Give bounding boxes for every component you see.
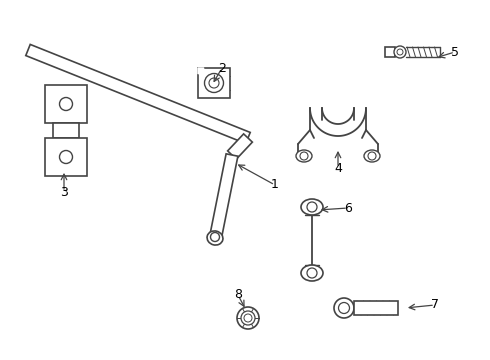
Polygon shape (228, 134, 252, 159)
Text: 5: 5 (451, 45, 459, 58)
Circle shape (368, 152, 376, 160)
Circle shape (307, 268, 317, 278)
Bar (385, 47, 395, 57)
Text: 6: 6 (344, 202, 352, 215)
Circle shape (244, 314, 252, 322)
Circle shape (241, 311, 255, 325)
Circle shape (307, 202, 317, 212)
Polygon shape (198, 68, 204, 74)
Circle shape (59, 150, 73, 163)
Polygon shape (209, 154, 238, 241)
Ellipse shape (296, 150, 312, 162)
Bar (354, 301, 398, 315)
Circle shape (339, 302, 349, 314)
Ellipse shape (301, 199, 323, 215)
Text: 7: 7 (431, 298, 439, 311)
Text: 3: 3 (60, 185, 68, 198)
Ellipse shape (207, 231, 223, 245)
Ellipse shape (301, 265, 323, 281)
Circle shape (211, 233, 220, 242)
Bar (45, 85, 87, 123)
Circle shape (394, 46, 406, 58)
Circle shape (334, 298, 354, 318)
Text: 1: 1 (271, 179, 279, 192)
Circle shape (59, 98, 73, 111)
Text: 2: 2 (218, 62, 226, 75)
Circle shape (397, 49, 403, 55)
Bar (45, 138, 87, 176)
Bar (53, 123, 79, 138)
Polygon shape (26, 44, 250, 144)
Text: 4: 4 (334, 162, 342, 175)
Circle shape (204, 73, 223, 93)
Circle shape (209, 78, 219, 88)
Ellipse shape (364, 150, 380, 162)
Text: 8: 8 (234, 288, 242, 302)
Circle shape (300, 152, 308, 160)
Circle shape (237, 307, 259, 329)
Bar (198, 68, 230, 98)
